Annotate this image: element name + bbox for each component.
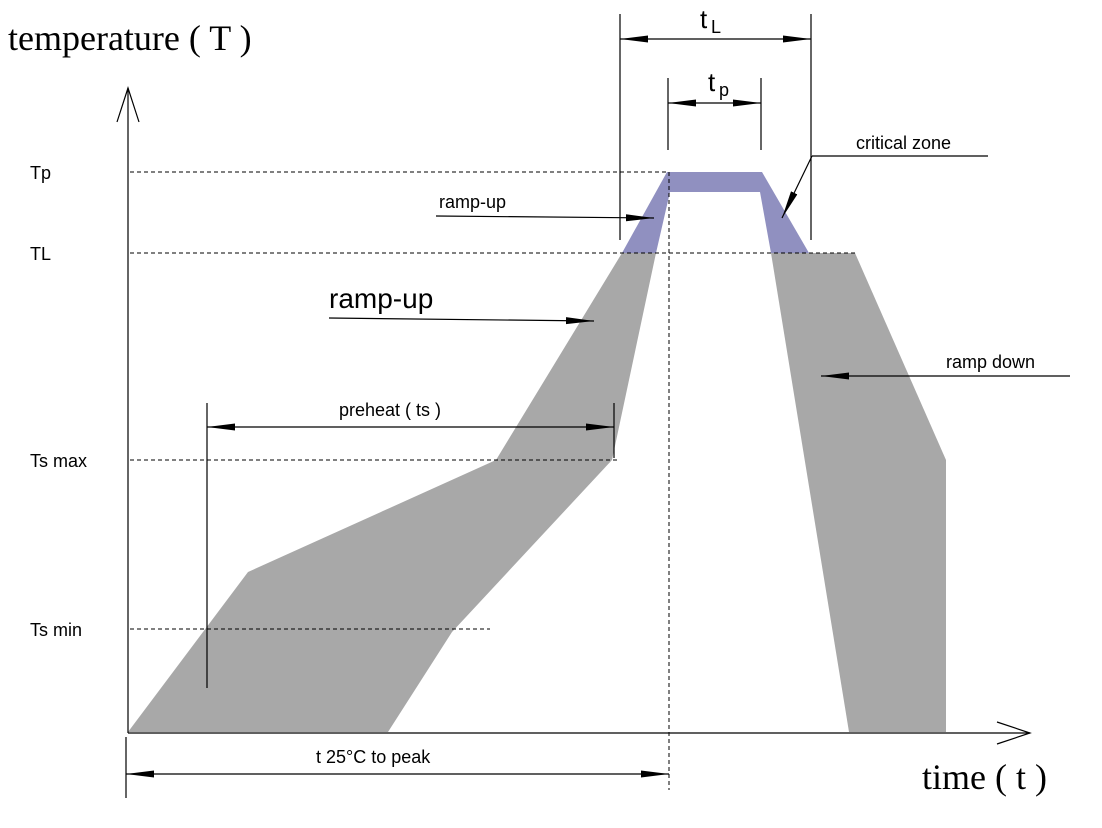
ramp-up-main-leader — [328, 317, 595, 325]
tp-label-main: t — [708, 67, 716, 97]
tp-label: Tp — [30, 163, 51, 183]
ramp-up-upper-label: ramp-up — [439, 192, 506, 212]
ramp-down-label: ramp down — [946, 352, 1035, 372]
preheat-label: preheat ( ts ) — [339, 400, 441, 420]
y-axis-arrowhead — [116, 86, 140, 123]
ramp-up-upper-leader — [435, 214, 655, 222]
ts-max-label: Ts max — [30, 451, 87, 471]
x-axis-arrowhead — [996, 721, 1032, 745]
tl-label: TL — [30, 244, 51, 264]
ts-min-label: Ts min — [30, 620, 82, 640]
tp-label-sub: p — [719, 80, 729, 100]
tl-label-main: t — [700, 4, 708, 34]
tl-label-sub: L — [711, 17, 721, 37]
t25-to-peak-label: t 25°C to peak — [316, 747, 431, 767]
y-axis-label: temperature ( T ) — [8, 18, 252, 58]
ramp-up-main-label: ramp-up — [329, 283, 433, 314]
x-axis-label: time ( t ) — [922, 757, 1047, 797]
ramp-down-area — [771, 253, 946, 732]
process-window-area — [128, 253, 656, 732]
critical-zone-area — [622, 172, 809, 253]
critical-zone-label: critical zone — [856, 133, 951, 153]
critical-zone-leader — [781, 155, 813, 219]
